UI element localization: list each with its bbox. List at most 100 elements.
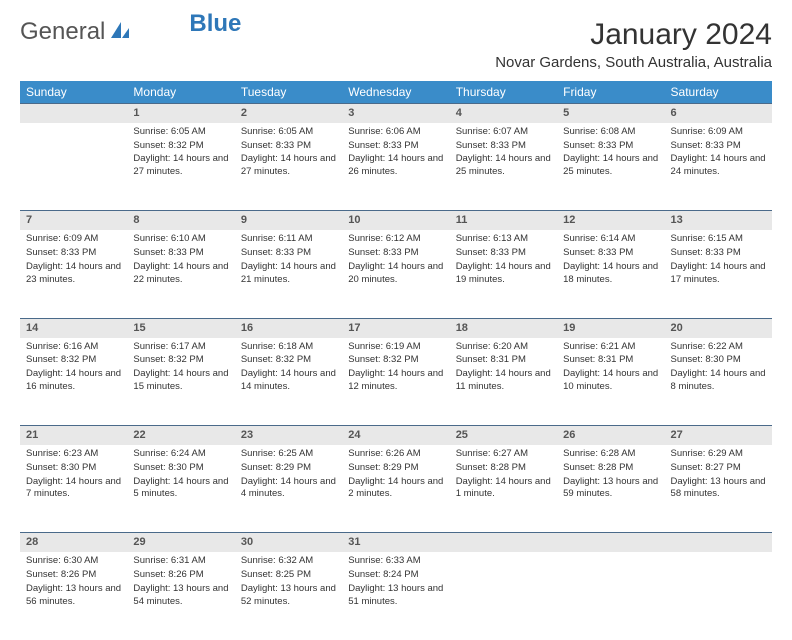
day-number: 18 [450, 318, 557, 337]
day-cell: Sunrise: 6:28 AMSunset: 8:28 PMDaylight:… [557, 445, 664, 533]
sunset: Sunset: 8:33 PM [563, 140, 658, 153]
week-row: Sunrise: 6:23 AMSunset: 8:30 PMDaylight:… [20, 445, 772, 533]
day-cell: Sunrise: 6:08 AMSunset: 8:33 PMDaylight:… [557, 123, 664, 211]
daylight: Daylight: 14 hours and 7 minutes. [26, 476, 121, 502]
day-number: 9 [235, 211, 342, 230]
day-cell: Sunrise: 6:33 AMSunset: 8:24 PMDaylight:… [342, 552, 449, 640]
sunset: Sunset: 8:33 PM [456, 247, 551, 260]
daylight: Daylight: 14 hours and 24 minutes. [671, 153, 766, 179]
sunset: Sunset: 8:27 PM [671, 462, 766, 475]
sunrise: Sunrise: 6:05 AM [133, 126, 228, 139]
day-number: 19 [557, 318, 664, 337]
daylight: Daylight: 14 hours and 4 minutes. [241, 476, 336, 502]
sunset: Sunset: 8:31 PM [563, 354, 658, 367]
day-cell: Sunrise: 6:31 AMSunset: 8:26 PMDaylight:… [127, 552, 234, 640]
sunset: Sunset: 8:26 PM [133, 569, 228, 582]
sunrise: Sunrise: 6:23 AM [26, 448, 121, 461]
sunrise: Sunrise: 6:11 AM [241, 233, 336, 246]
day-header-row: SundayMondayTuesdayWednesdayThursdayFrid… [20, 81, 772, 104]
week-row: Sunrise: 6:09 AMSunset: 8:33 PMDaylight:… [20, 230, 772, 318]
daylight: Daylight: 14 hours and 21 minutes. [241, 261, 336, 287]
day-number: 20 [665, 318, 772, 337]
day-cell: Sunrise: 6:10 AMSunset: 8:33 PMDaylight:… [127, 230, 234, 318]
day-number: 24 [342, 426, 449, 445]
day-number: 27 [665, 426, 772, 445]
day-number [665, 533, 772, 552]
day-number: 6 [665, 104, 772, 123]
sunset: Sunset: 8:32 PM [133, 354, 228, 367]
day-cell: Sunrise: 6:22 AMSunset: 8:30 PMDaylight:… [665, 338, 772, 426]
day-number: 8 [127, 211, 234, 230]
sunrise: Sunrise: 6:16 AM [26, 341, 121, 354]
day-cell: Sunrise: 6:13 AMSunset: 8:33 PMDaylight:… [450, 230, 557, 318]
daylight: Daylight: 14 hours and 1 minute. [456, 476, 551, 502]
sunrise: Sunrise: 6:24 AM [133, 448, 228, 461]
day-number: 23 [235, 426, 342, 445]
day-number: 7 [20, 211, 127, 230]
day-cell: Sunrise: 6:19 AMSunset: 8:32 PMDaylight:… [342, 338, 449, 426]
day-cell: Sunrise: 6:06 AMSunset: 8:33 PMDaylight:… [342, 123, 449, 211]
sunrise: Sunrise: 6:22 AM [671, 341, 766, 354]
day-cell: Sunrise: 6:23 AMSunset: 8:30 PMDaylight:… [20, 445, 127, 533]
day-header: Sunday [20, 81, 127, 104]
day-cell: Sunrise: 6:15 AMSunset: 8:33 PMDaylight:… [665, 230, 772, 318]
daylight: Daylight: 14 hours and 18 minutes. [563, 261, 658, 287]
day-cell: Sunrise: 6:14 AMSunset: 8:33 PMDaylight:… [557, 230, 664, 318]
day-cell: Sunrise: 6:29 AMSunset: 8:27 PMDaylight:… [665, 445, 772, 533]
sunrise: Sunrise: 6:10 AM [133, 233, 228, 246]
sunrise: Sunrise: 6:30 AM [26, 555, 121, 568]
sunrise: Sunrise: 6:13 AM [456, 233, 551, 246]
daynum-row: 21222324252627 [20, 426, 772, 445]
sunset: Sunset: 8:33 PM [671, 140, 766, 153]
daylight: Daylight: 14 hours and 25 minutes. [456, 153, 551, 179]
day-cell [557, 552, 664, 640]
sunset: Sunset: 8:28 PM [456, 462, 551, 475]
day-number: 28 [20, 533, 127, 552]
day-number: 14 [20, 318, 127, 337]
day-cell: Sunrise: 6:17 AMSunset: 8:32 PMDaylight:… [127, 338, 234, 426]
day-number: 21 [20, 426, 127, 445]
day-cell [20, 123, 127, 211]
title-block: January 2024 Novar Gardens, South Austra… [495, 18, 772, 71]
day-header: Thursday [450, 81, 557, 104]
week-row: Sunrise: 6:16 AMSunset: 8:32 PMDaylight:… [20, 338, 772, 426]
sunrise: Sunrise: 6:18 AM [241, 341, 336, 354]
day-header: Tuesday [235, 81, 342, 104]
sunset: Sunset: 8:30 PM [671, 354, 766, 367]
sunrise: Sunrise: 6:07 AM [456, 126, 551, 139]
sunrise: Sunrise: 6:15 AM [671, 233, 766, 246]
daylight: Daylight: 14 hours and 2 minutes. [348, 476, 443, 502]
sunset: Sunset: 8:33 PM [563, 247, 658, 260]
daylight: Daylight: 13 hours and 52 minutes. [241, 583, 336, 609]
sunrise: Sunrise: 6:33 AM [348, 555, 443, 568]
sunset: Sunset: 8:30 PM [133, 462, 228, 475]
day-number: 17 [342, 318, 449, 337]
day-number: 11 [450, 211, 557, 230]
month-title: January 2024 [495, 18, 772, 52]
daylight: Daylight: 14 hours and 15 minutes. [133, 368, 228, 394]
sunset: Sunset: 8:32 PM [348, 354, 443, 367]
sunrise: Sunrise: 6:26 AM [348, 448, 443, 461]
daylight: Daylight: 14 hours and 5 minutes. [133, 476, 228, 502]
sunset: Sunset: 8:33 PM [133, 247, 228, 260]
sunrise: Sunrise: 6:05 AM [241, 126, 336, 139]
day-header: Monday [127, 81, 234, 104]
sunrise: Sunrise: 6:29 AM [671, 448, 766, 461]
daynum-row: 78910111213 [20, 211, 772, 230]
daylight: Daylight: 14 hours and 25 minutes. [563, 153, 658, 179]
day-cell: Sunrise: 6:16 AMSunset: 8:32 PMDaylight:… [20, 338, 127, 426]
sunset: Sunset: 8:30 PM [26, 462, 121, 475]
sunset: Sunset: 8:33 PM [26, 247, 121, 260]
sunrise: Sunrise: 6:09 AM [26, 233, 121, 246]
sunrise: Sunrise: 6:20 AM [456, 341, 551, 354]
sunset: Sunset: 8:32 PM [26, 354, 121, 367]
day-number: 26 [557, 426, 664, 445]
logo-text-1: General [20, 18, 105, 46]
day-header: Friday [557, 81, 664, 104]
daynum-row: 123456 [20, 104, 772, 123]
daylight: Daylight: 14 hours and 8 minutes. [671, 368, 766, 394]
sunset: Sunset: 8:25 PM [241, 569, 336, 582]
daylight: Daylight: 14 hours and 16 minutes. [26, 368, 121, 394]
sunset: Sunset: 8:33 PM [241, 247, 336, 260]
daylight: Daylight: 13 hours and 58 minutes. [671, 476, 766, 502]
